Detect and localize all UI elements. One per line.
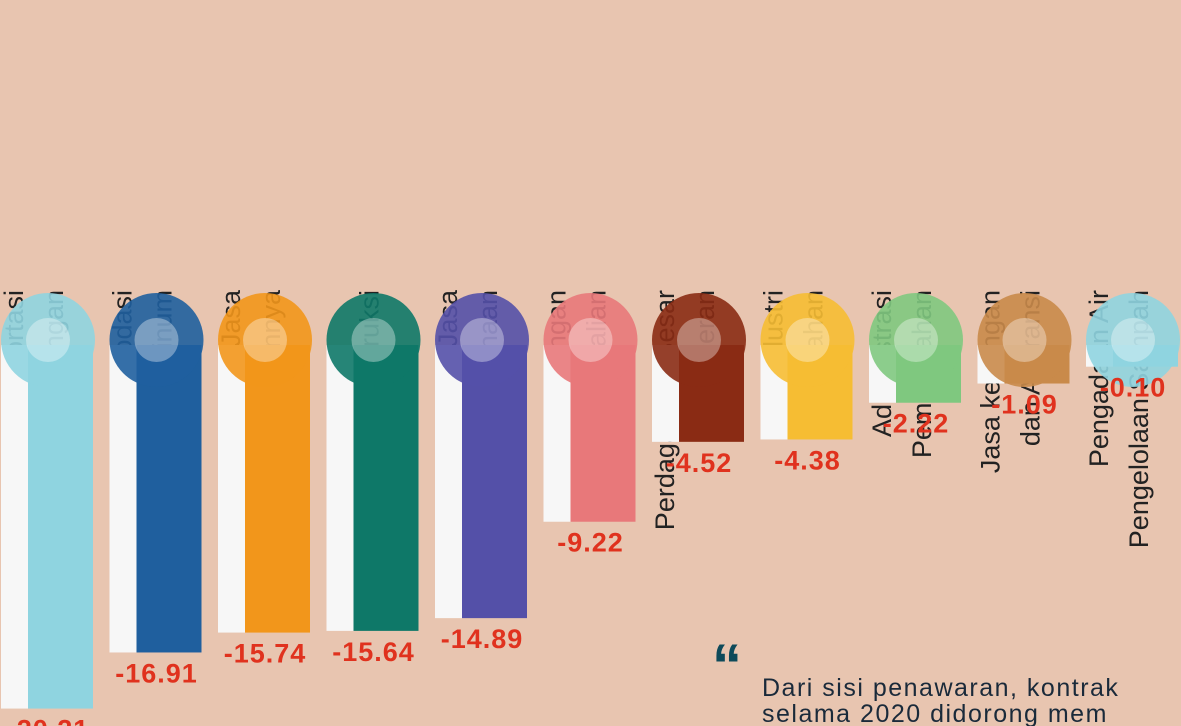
- icon: [1086, 293, 1180, 387]
- value-label: -15.74: [224, 639, 307, 669]
- icon-inner: [568, 318, 613, 362]
- bar-side: [1, 345, 28, 709]
- bar-side: [218, 345, 245, 633]
- bar: [245, 345, 310, 633]
- bar: [462, 345, 527, 619]
- bar-side: [435, 345, 462, 619]
- icon-inner: [460, 318, 504, 362]
- icon-inner: [243, 318, 287, 362]
- icon: [977, 293, 1072, 387]
- bar: [353, 345, 419, 631]
- icon: [326, 293, 421, 387]
- icon: [109, 293, 204, 387]
- bar-side: [326, 345, 354, 631]
- bar: [28, 345, 93, 709]
- value-label: -4.38: [774, 445, 841, 475]
- value-label: -15.64: [332, 637, 415, 667]
- icon-inner: [677, 318, 721, 362]
- bar: [136, 345, 202, 653]
- value-label: -2.22: [883, 409, 950, 439]
- annotation: selama 2020 didorong mem: [762, 700, 1108, 726]
- value-label: -20.21: [7, 715, 90, 726]
- icon-inner: [1111, 318, 1155, 362]
- icon-inner: [134, 318, 179, 362]
- value-label: -1.09: [991, 390, 1058, 420]
- icon-inner: [351, 318, 396, 362]
- icon: [869, 293, 963, 387]
- icon: [543, 293, 638, 387]
- value-label: -9.22: [557, 528, 624, 558]
- icon: [760, 293, 855, 387]
- icon-inner: [1002, 318, 1047, 362]
- icon-inner: [26, 318, 70, 362]
- value-label: -14.89: [441, 624, 524, 654]
- value-label: -4.52: [666, 448, 733, 478]
- icon-inner: [785, 318, 830, 362]
- quote-mark: “: [712, 632, 742, 699]
- icon: [652, 293, 746, 387]
- icon: [218, 293, 312, 387]
- icon: [1, 293, 95, 387]
- icon-inner: [894, 318, 938, 362]
- icon: [435, 293, 529, 387]
- value-label: -0.10: [1100, 373, 1167, 403]
- annotation: Dari sisi penawaran, kontrak: [762, 674, 1119, 702]
- value-label: -16.91: [115, 658, 198, 688]
- bar-side: [109, 345, 137, 653]
